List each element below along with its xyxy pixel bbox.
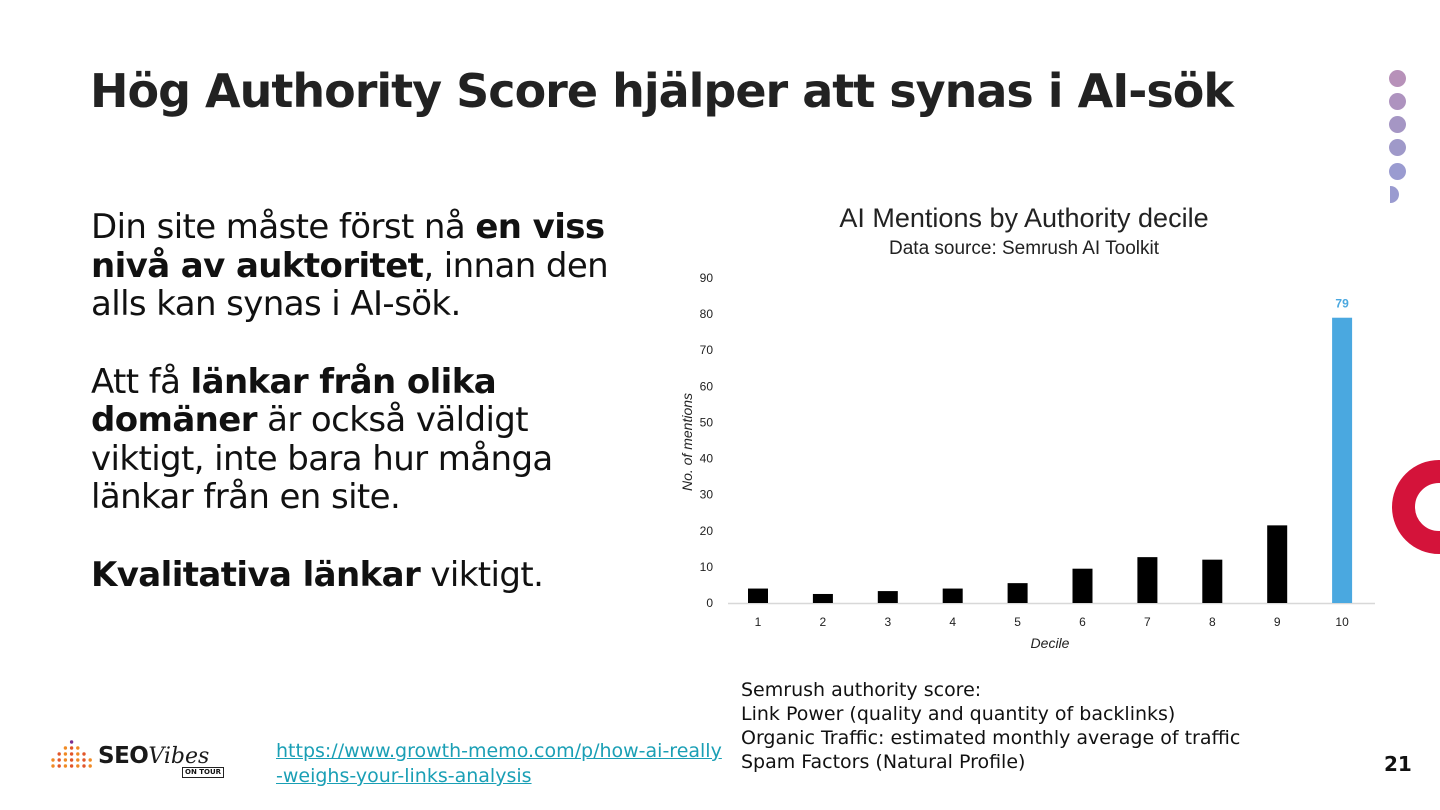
paragraph-text: Att få xyxy=(91,361,191,402)
logo-dot xyxy=(69,740,74,744)
logo-dot xyxy=(51,758,55,762)
x-tick-label: 1 xyxy=(755,615,762,629)
note-line: Semrush authority score: xyxy=(741,679,982,701)
emphasis-text: Kvalitativa länkar xyxy=(91,554,421,595)
body-text: Din site måste först nå en viss nivå av … xyxy=(91,208,651,633)
logo-dot xyxy=(88,758,92,762)
x-tick-label: 9 xyxy=(1274,615,1281,629)
note-line: Spam Factors (Natural Profile) xyxy=(741,751,1026,773)
bars: 79 xyxy=(748,297,1353,603)
bar-decile-4 xyxy=(942,588,963,603)
logo-dot xyxy=(57,758,61,762)
y-tick-label: 20 xyxy=(700,524,714,538)
bar-decile-9 xyxy=(1267,525,1288,603)
logo-dot xyxy=(82,758,86,762)
x-tick-label: 6 xyxy=(1079,615,1086,629)
x-tick-label: 7 xyxy=(1144,615,1151,629)
logo-wordmark: SEOVibes xyxy=(98,743,209,769)
x-tick-label: 10 xyxy=(1335,615,1349,629)
logo-dot xyxy=(63,752,68,756)
mentions-bar-chart: AI Mentions by Authority decile Data sou… xyxy=(679,203,1375,651)
paragraph-text: är också väldigt viktigt, inte bara hur … xyxy=(91,400,553,517)
logo-dot xyxy=(69,764,74,768)
y-tick-label: 80 xyxy=(700,307,714,321)
decor-dot xyxy=(1389,93,1406,110)
bar-decile-6 xyxy=(1072,568,1093,603)
logo-dot-grid-icon xyxy=(51,740,92,768)
emphasis-text: en viss nivå av auktoritet xyxy=(91,207,605,286)
body-paragraph: Kvalitativa länkar viktigt. xyxy=(91,554,651,595)
logo-dot xyxy=(63,746,68,750)
authority-score-notes: Semrush authority score: Link Power (qua… xyxy=(741,678,1240,774)
logo-dot xyxy=(57,752,61,756)
x-tick-label: 4 xyxy=(949,615,956,629)
x-tick-label: 2 xyxy=(820,615,827,629)
y-tick-label: 50 xyxy=(700,415,714,429)
logo-dot xyxy=(76,752,80,756)
chart-subtitle: Data source: Semrush AI Toolkit xyxy=(889,238,1160,259)
body-paragraph: Din site måste först nå en viss nivå av … xyxy=(91,208,651,324)
logo-dot xyxy=(82,764,86,768)
bar-decile-1 xyxy=(748,588,768,603)
bar-decile-2 xyxy=(812,593,833,603)
logo-dot xyxy=(69,746,74,750)
note-line: Link Power (quality and quantity of back… xyxy=(741,703,1176,725)
x-tick-label: 5 xyxy=(1014,615,1021,629)
paragraph-text: , innan den alls kan synas i AI-sök. xyxy=(91,245,609,324)
paragraph-text: viktigt. xyxy=(420,554,544,595)
emphasis-text: länkar från olika domäner xyxy=(91,361,497,440)
decor-dot xyxy=(1389,139,1406,156)
x-tick-labels: 1 2 3 4 5 6 7 8 9 10 xyxy=(755,615,1349,629)
decorative-dot-column xyxy=(1389,70,1407,206)
y-tick-label: 60 xyxy=(700,379,714,393)
logo-dot xyxy=(76,746,80,750)
logo-brand-script: Vibes xyxy=(148,744,210,769)
body-paragraph: Att få länkar från olika domäner är ocks… xyxy=(91,361,651,517)
logo-dot xyxy=(69,752,74,756)
logo-dot xyxy=(51,764,55,768)
logo-dot xyxy=(57,764,61,768)
y-tick-label: 90 xyxy=(700,271,714,285)
y-tick-label: 10 xyxy=(700,560,714,574)
logo-dot xyxy=(69,758,74,762)
decor-half-dot xyxy=(1390,186,1399,203)
logo-brand: SEO xyxy=(98,743,149,769)
y-tick-label: 40 xyxy=(700,452,714,466)
seovibes-logo: SEOVibes ON TOUR xyxy=(50,733,230,781)
paragraph-text: Din site måste först nå xyxy=(91,207,476,247)
bar-decile-3 xyxy=(877,591,898,603)
logo-dot xyxy=(76,764,80,768)
bar-decile-8 xyxy=(1202,559,1223,603)
logo-dot xyxy=(63,764,68,768)
chart-title: AI Mentions by Authority decile xyxy=(839,203,1208,233)
decor-dot xyxy=(1389,116,1406,133)
y-tick-label: 30 xyxy=(700,488,714,502)
page-number: 21 xyxy=(1384,752,1412,776)
y-tick-label: 0 xyxy=(706,596,713,610)
x-axis-label: Decile xyxy=(1031,635,1070,651)
note-line: Organic Traffic: estimated monthly avera… xyxy=(741,727,1241,749)
bar-decile-7 xyxy=(1137,557,1158,603)
logo-tagline: ON TOUR xyxy=(182,767,225,778)
logo-dot xyxy=(63,758,68,762)
decor-dot xyxy=(1389,70,1406,87)
source-link[interactable]: https://www.growth-memo.com/p/how-ai-rea… xyxy=(276,740,722,787)
y-tick-labels: 0 10 20 30 40 50 60 70 80 90 xyxy=(700,271,714,610)
bar-decile-10 xyxy=(1332,317,1353,603)
bar-decile-5 xyxy=(1007,583,1028,603)
decor-dot xyxy=(1389,163,1406,180)
y-tick-label: 70 xyxy=(700,343,714,357)
slide-title: Hög Authority Score hjälper att synas i … xyxy=(90,64,1234,118)
logo-dot xyxy=(76,758,80,762)
y-axis-label: No. of mentions xyxy=(679,393,695,491)
x-tick-label: 8 xyxy=(1209,615,1216,629)
bar-data-label: 79 xyxy=(1335,297,1349,311)
x-tick-label: 3 xyxy=(884,615,891,629)
logo-dot xyxy=(88,764,92,768)
logo-dot xyxy=(82,752,86,756)
